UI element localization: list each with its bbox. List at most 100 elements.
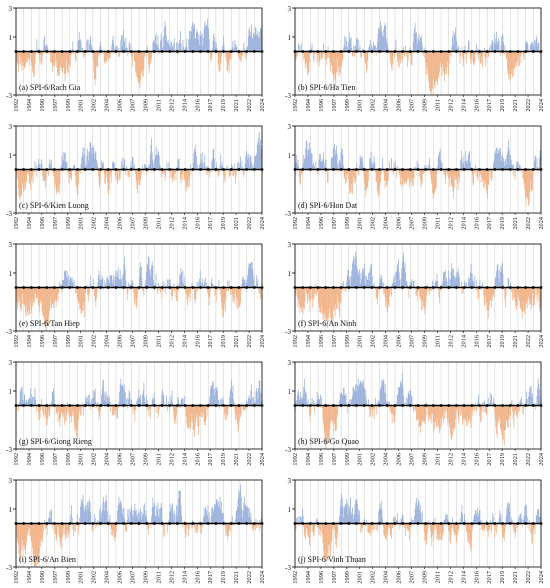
x-tick-label: 2002 xyxy=(91,571,98,584)
spi-bar xyxy=(451,46,453,52)
spi-bar xyxy=(504,405,506,431)
spi-bar xyxy=(224,405,225,416)
zero-axis-marker xyxy=(439,522,443,525)
spi-bar xyxy=(380,386,382,406)
zero-axis-marker xyxy=(401,168,405,171)
spi-bar xyxy=(342,506,344,524)
spi-bar xyxy=(154,40,156,52)
spi-bar xyxy=(410,390,412,406)
spi-bar xyxy=(430,51,431,93)
zero-axis-marker xyxy=(129,404,133,407)
spi-bar xyxy=(413,281,415,288)
y-tick-label: -3 xyxy=(6,210,12,218)
zero-axis-marker xyxy=(531,50,535,53)
spi-bar xyxy=(371,44,373,52)
spi-bar xyxy=(379,503,381,524)
spi-bar xyxy=(525,513,527,524)
spi-bar xyxy=(406,280,408,288)
spi-bar xyxy=(470,523,472,552)
zero-axis-marker xyxy=(168,522,172,525)
spi-bar xyxy=(146,169,147,176)
x-tick-label: 2022 xyxy=(246,217,253,230)
spi-bar xyxy=(179,39,181,52)
zero-axis-marker xyxy=(91,522,95,525)
zero-axis-marker xyxy=(237,168,241,171)
spi-bar xyxy=(181,397,183,406)
spi-bar xyxy=(39,51,41,65)
spi-bar xyxy=(217,507,219,524)
spi-bar xyxy=(483,169,485,187)
spi-bar xyxy=(121,157,123,170)
zero-axis-marker xyxy=(347,286,351,289)
zero-axis-marker xyxy=(501,522,504,525)
spi-bar xyxy=(422,405,424,422)
spi-bar xyxy=(368,272,369,288)
spi-bar xyxy=(325,523,326,559)
spi-bar xyxy=(38,287,40,304)
spi-bar xyxy=(455,27,456,52)
spi-bar xyxy=(89,402,91,406)
spi-bar xyxy=(217,400,219,406)
spi-bar xyxy=(237,163,238,170)
zero-axis-marker xyxy=(22,168,26,171)
spi-bar xyxy=(253,399,255,406)
spi-bar xyxy=(157,35,159,52)
spi-bar xyxy=(226,523,228,537)
spi-bar xyxy=(87,502,88,524)
spi-bar xyxy=(373,405,375,420)
spi-bar xyxy=(391,51,392,69)
spi-bar xyxy=(208,403,210,406)
spi-bar xyxy=(162,281,164,288)
spi-bar xyxy=(433,523,435,541)
spi-bar xyxy=(408,287,410,298)
spi-bar xyxy=(101,279,102,288)
spi-bar xyxy=(349,39,351,52)
spi-bar xyxy=(530,169,532,191)
spi-bar xyxy=(29,287,31,315)
spi-bar xyxy=(48,164,50,170)
spi-bar xyxy=(351,270,353,288)
spi-bar xyxy=(328,523,330,545)
spi-bar xyxy=(432,405,434,423)
spi-bar xyxy=(67,523,69,537)
spi-bar xyxy=(33,169,35,173)
x-tick-label: 2019 xyxy=(499,217,506,230)
spi-bar xyxy=(210,388,211,406)
spi-bar xyxy=(122,273,124,288)
spi-bar xyxy=(394,160,396,170)
spi-bar xyxy=(86,401,88,406)
spi-bar xyxy=(321,161,323,170)
x-tick-label: 2001 xyxy=(357,217,364,230)
spi-bar xyxy=(485,405,487,416)
zero-axis-marker xyxy=(160,168,164,171)
zero-axis-marker xyxy=(106,168,110,171)
spi-bar xyxy=(208,38,210,52)
spi-bar xyxy=(489,403,490,406)
x-tick-label: 2017 xyxy=(207,335,214,348)
spi-bar xyxy=(260,149,262,170)
spi-bar xyxy=(196,281,198,288)
spi-bar xyxy=(229,523,231,531)
spi-bar xyxy=(112,163,113,170)
spi-bar xyxy=(40,159,42,170)
spi-bar xyxy=(191,283,193,288)
spi-bar xyxy=(517,162,519,170)
spi-bar xyxy=(456,169,458,181)
zero-axis-marker xyxy=(145,522,149,525)
spi-bar xyxy=(39,405,40,420)
spi-bar xyxy=(140,519,142,524)
spi-bar xyxy=(538,167,540,170)
spi-bar xyxy=(74,523,76,532)
spi-bar xyxy=(439,148,441,170)
spi-bar xyxy=(511,51,513,69)
zero-axis-marker xyxy=(29,404,33,407)
x-tick-label: 2016 xyxy=(473,571,480,584)
spi-bar xyxy=(44,287,46,328)
spi-bar xyxy=(103,380,104,406)
spi-bar xyxy=(183,283,184,288)
spi-bar xyxy=(207,169,209,176)
spi-bar xyxy=(336,405,337,430)
zero-axis-marker xyxy=(29,522,33,525)
x-tick-label: 2009 xyxy=(421,217,428,230)
spi-bar xyxy=(157,287,159,295)
